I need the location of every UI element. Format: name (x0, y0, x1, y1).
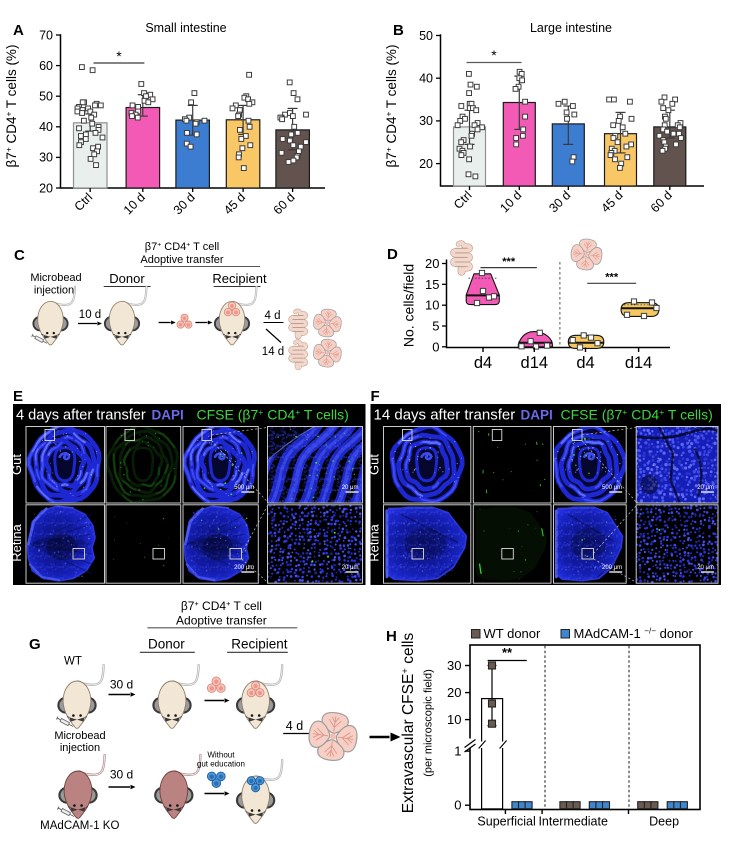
svg-text:DAPI: DAPI (152, 408, 184, 423)
svg-text:Intermediate: Intermediate (538, 815, 608, 829)
svg-text:20: 20 (39, 181, 53, 195)
svg-text:50: 50 (39, 90, 53, 104)
svg-text:F: F (371, 388, 380, 405)
svg-text:Recipient: Recipient (231, 637, 288, 652)
svg-text:*: * (116, 48, 122, 64)
svg-text:CFSE (β7+​ CD4+​ T cells): CFSE (β7+​ CD4+​ T cells) (561, 407, 713, 423)
svg-text:60: 60 (39, 59, 53, 73)
svg-text:0: 0 (432, 339, 439, 354)
svg-text:20 μm: 20 μm (342, 565, 359, 571)
svg-text:d14: d14 (521, 354, 549, 372)
svg-text:30 d: 30 d (110, 678, 133, 692)
svg-text:500 μm: 500 μm (234, 485, 254, 491)
svg-text:30 d: 30 d (110, 768, 133, 782)
svg-text:H: H (386, 628, 397, 645)
svg-text:500 μm: 500 μm (602, 485, 622, 491)
svg-text:No. cells/field: No. cells/field (401, 264, 417, 347)
svg-text:0: 0 (454, 798, 461, 813)
svg-text:(per microscopic field): (per microscopic field) (423, 669, 435, 777)
svg-text:Gut: Gut (367, 454, 382, 475)
svg-text:Retina: Retina (367, 523, 382, 561)
svg-text:β7+​ CD4+​ T cell: β7+​ CD4+​ T cell (145, 241, 219, 253)
svg-text:injection: injection (60, 742, 100, 754)
svg-text:30: 30 (447, 658, 461, 673)
svg-text:4 d: 4 d (286, 719, 303, 733)
svg-text:***: *** (605, 272, 619, 284)
svg-text:Donor: Donor (109, 271, 145, 286)
svg-text:20 μm: 20 μm (342, 485, 359, 491)
svg-text:A: A (13, 22, 24, 39)
svg-text:Adoptive transfer: Adoptive transfer (176, 614, 267, 628)
svg-text:30: 30 (39, 151, 53, 165)
svg-text:MAdCAM-1 −/−​ donor: MAdCAM-1 −/−​ donor (574, 626, 694, 641)
svg-text:CFSE (β7+​ CD4+​ T cells): CFSE (β7+​ CD4+​ T cells) (197, 407, 349, 423)
svg-text:30: 30 (419, 114, 433, 128)
svg-text:β7+​ CD4+​ T cells (%): β7+​ CD4+​ T cells (%) (4, 45, 20, 168)
svg-text:gut education: gut education (197, 760, 245, 769)
svg-text:C: C (14, 247, 25, 264)
svg-text:20: 20 (447, 685, 461, 700)
svg-text:1: 1 (454, 744, 461, 759)
svg-text:200 μm: 200 μm (234, 565, 254, 571)
svg-text:G: G (29, 636, 41, 653)
svg-text:40: 40 (419, 72, 433, 86)
svg-text:WT donor: WT donor (484, 626, 542, 641)
svg-text:**: ** (502, 645, 513, 660)
svg-text:B: B (393, 22, 404, 39)
svg-text:20: 20 (419, 157, 433, 171)
svg-text:20 μm: 20 μm (697, 565, 714, 571)
svg-text:Recipient: Recipient (212, 271, 267, 286)
svg-text:10 d: 10 d (79, 309, 101, 321)
svg-text:20 μm: 20 μm (697, 485, 714, 491)
svg-text:70: 70 (39, 28, 53, 42)
svg-text:D: D (387, 246, 398, 263)
svg-text:20: 20 (425, 256, 439, 271)
svg-text:DAPI: DAPI (521, 408, 553, 423)
svg-text:4 d: 4 d (265, 310, 281, 322)
svg-text:WT: WT (64, 656, 82, 668)
svg-text:Large intestine: Large intestine (530, 21, 612, 35)
svg-text:d14: d14 (625, 354, 653, 372)
svg-text:Deep: Deep (649, 815, 679, 829)
svg-text:*: * (491, 47, 497, 63)
svg-text:15: 15 (425, 277, 439, 292)
svg-text:d4: d4 (474, 354, 492, 372)
svg-text:Retina: Retina (9, 523, 24, 561)
svg-text:14 d: 14 d (262, 346, 284, 358)
svg-text:Microbead: Microbead (30, 272, 81, 284)
svg-text:10: 10 (425, 298, 439, 313)
svg-text:Gut: Gut (9, 454, 24, 475)
svg-text:Donor: Donor (148, 637, 185, 652)
svg-text:4 days after transfer: 4 days after transfer (16, 408, 146, 424)
svg-text:***: *** (502, 256, 516, 268)
svg-text:Microbead: Microbead (54, 730, 105, 742)
svg-text:50: 50 (419, 29, 433, 43)
svg-text:β7+​ CD4+​ T cells (%): β7+​ CD4+​ T cells (%) (384, 45, 400, 168)
svg-text:E: E (13, 388, 23, 405)
svg-text:10: 10 (447, 712, 461, 727)
svg-text:d4: d4 (576, 354, 594, 372)
svg-text:MAdCAM-1 KO: MAdCAM-1 KO (40, 820, 119, 832)
svg-text:β7+​ CD4+​ T cell: β7+​ CD4+​ T cell (181, 599, 262, 613)
svg-text:200 μm: 200 μm (602, 565, 622, 571)
svg-text:40: 40 (39, 120, 53, 134)
svg-text:Without: Without (207, 751, 235, 760)
svg-text:Adoptive transfer: Adoptive transfer (140, 254, 223, 266)
svg-text:14 days after transfer: 14 days after transfer (374, 407, 516, 424)
svg-text:Extravascular CFSE+​ cells: Extravascular CFSE+​ cells (400, 633, 417, 814)
svg-text:Superficial: Superficial (477, 815, 535, 829)
svg-text:injection: injection (34, 285, 74, 297)
svg-text:5: 5 (432, 319, 439, 334)
svg-text:Small intestine: Small intestine (145, 21, 226, 35)
